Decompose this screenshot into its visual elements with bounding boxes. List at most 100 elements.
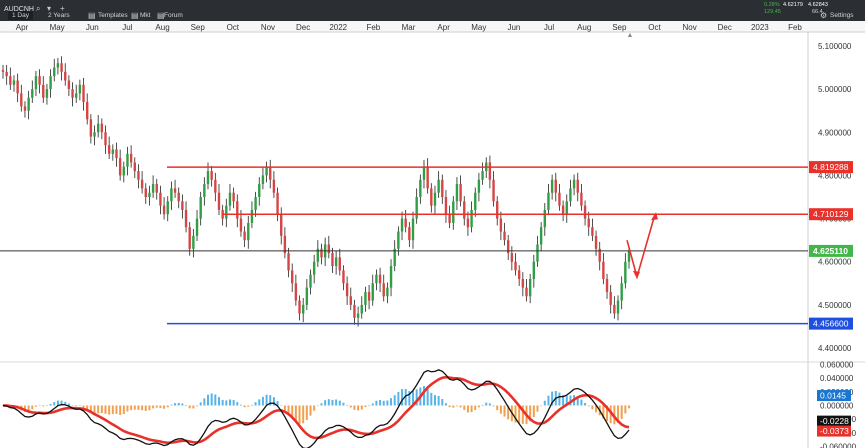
macd-histogram-bar: [111, 405, 114, 415]
candle-body: [627, 250, 631, 262]
macd-histogram-bar: [338, 400, 341, 406]
candle-body: [327, 244, 331, 254]
macd-histogram-bar: [82, 405, 85, 408]
macd-histogram-bar: [379, 399, 382, 406]
candle-body: [236, 201, 239, 219]
bid-price[interactable]: 4.62179: [783, 2, 803, 8]
macd-histogram-bar: [56, 400, 59, 406]
candle-body: [528, 279, 532, 297]
macd-histogram-bar: [375, 400, 378, 406]
macd-histogram-bar: [401, 389, 404, 406]
macd-histogram-bar: [624, 405, 627, 414]
level-tag: [809, 244, 853, 257]
candle-body: [506, 240, 510, 254]
price-tick-label: 5.000000: [818, 85, 852, 94]
macd-histogram-bar: [320, 403, 323, 406]
candle-body: [576, 179, 579, 193]
macd-histogram-bar: [455, 405, 458, 407]
macd-histogram-bar: [565, 395, 568, 406]
candle-body: [342, 270, 345, 284]
templates-icon[interactable]: ▤: [88, 11, 96, 20]
macd-histogram-bar: [430, 392, 433, 406]
candle-body: [375, 274, 378, 284]
candle-body: [466, 218, 470, 228]
candle-body: [298, 300, 301, 314]
candle-body: [499, 218, 503, 232]
macd-tick-label: -0.060000: [820, 443, 857, 448]
signal-line: [2, 375, 630, 445]
candle-body: [243, 231, 246, 241]
candle-body: [126, 153, 129, 167]
add-icon[interactable]: +: [60, 4, 65, 13]
market-icon[interactable]: ▤: [131, 11, 139, 20]
settings-button[interactable]: Settings: [830, 12, 854, 19]
month-tick-label: Jul: [122, 23, 132, 32]
mkt-button[interactable]: Mkt: [140, 12, 151, 19]
price-tick-label: 4.600000: [818, 258, 852, 267]
candle-body: [437, 179, 440, 193]
candle-body: [162, 205, 166, 215]
month-tick-label: 2023: [751, 23, 769, 32]
macd-histogram-bar: [115, 405, 118, 414]
candle-body: [474, 192, 477, 210]
search-icon[interactable]: ⌕: [36, 4, 41, 13]
macd-histogram-bar: [298, 405, 301, 424]
macd-histogram-bar: [360, 405, 363, 410]
macd-histogram-bar: [514, 405, 517, 423]
macd-tick-label: 0.060000: [820, 360, 854, 369]
macd-histogram-bar: [192, 405, 195, 409]
candle-body: [214, 179, 217, 193]
candle-body: [408, 227, 411, 241]
candle-body: [294, 283, 298, 301]
macd-histogram-bar: [327, 399, 330, 406]
forum-button[interactable]: Forum: [164, 12, 183, 19]
candle-body: [16, 80, 19, 94]
macd-line: [2, 369, 630, 448]
month-tick-label: Dec: [296, 23, 310, 32]
candle-body: [291, 270, 294, 284]
candle-body: [78, 84, 82, 94]
candle-body: [9, 76, 12, 85]
timeframe-2years[interactable]: 2 Years: [48, 12, 70, 19]
macd-histogram-bar: [302, 405, 305, 424]
candle-body: [42, 84, 45, 98]
candle-body: [572, 179, 576, 189]
timeframe-1day[interactable]: 1 Day: [8, 11, 33, 20]
candle-body: [470, 209, 473, 228]
forum-icon[interactable]: ▤: [157, 11, 165, 20]
macd-histogram-bar: [335, 399, 338, 406]
macd-histogram-bar: [551, 391, 554, 406]
candle-body: [206, 171, 210, 185]
macd-histogram-bar: [269, 395, 272, 406]
macd-histogram-bar: [540, 405, 543, 407]
macd-histogram-bar: [199, 402, 202, 406]
macd-histogram-bar: [371, 403, 374, 406]
candle-body: [411, 218, 415, 241]
macd-histogram-bar: [580, 399, 583, 406]
settings-gear-icon[interactable]: ⚙: [820, 11, 828, 20]
candle-body: [232, 192, 235, 202]
dropdown-chevron-icon[interactable]: ▾: [47, 4, 52, 13]
candle-body: [1, 70, 5, 72]
candle-body: [550, 179, 554, 193]
candle-body: [301, 304, 305, 314]
candle-body: [583, 205, 587, 219]
macd-histogram-bar: [441, 398, 444, 406]
candle-body: [620, 283, 623, 301]
ask-price[interactable]: 4.62843: [808, 2, 828, 8]
macd-histogram-bar: [185, 405, 188, 406]
spread-value: 66.4: [812, 9, 823, 15]
macd-histogram-bar: [148, 405, 151, 411]
macd-histogram-bar: [188, 405, 191, 409]
macd-histogram-bar: [558, 392, 561, 406]
price-tick-label: 4.800000: [818, 171, 852, 180]
month-tick-label: May: [50, 23, 65, 32]
macd-histogram-bar: [239, 404, 242, 406]
templates-button[interactable]: Templates: [98, 12, 128, 19]
price-tick-label: 4.900000: [818, 128, 852, 137]
candle-body: [331, 253, 334, 267]
price-chart[interactable]: Apr May Jun Jul Aug Sep Oct Nov Dec 2022 Feb Mar Apr…: [0, 21, 865, 448]
candle-body: [23, 106, 27, 111]
candle-body: [283, 235, 287, 254]
symbol-label[interactable]: AUDCNH: [4, 6, 34, 13]
